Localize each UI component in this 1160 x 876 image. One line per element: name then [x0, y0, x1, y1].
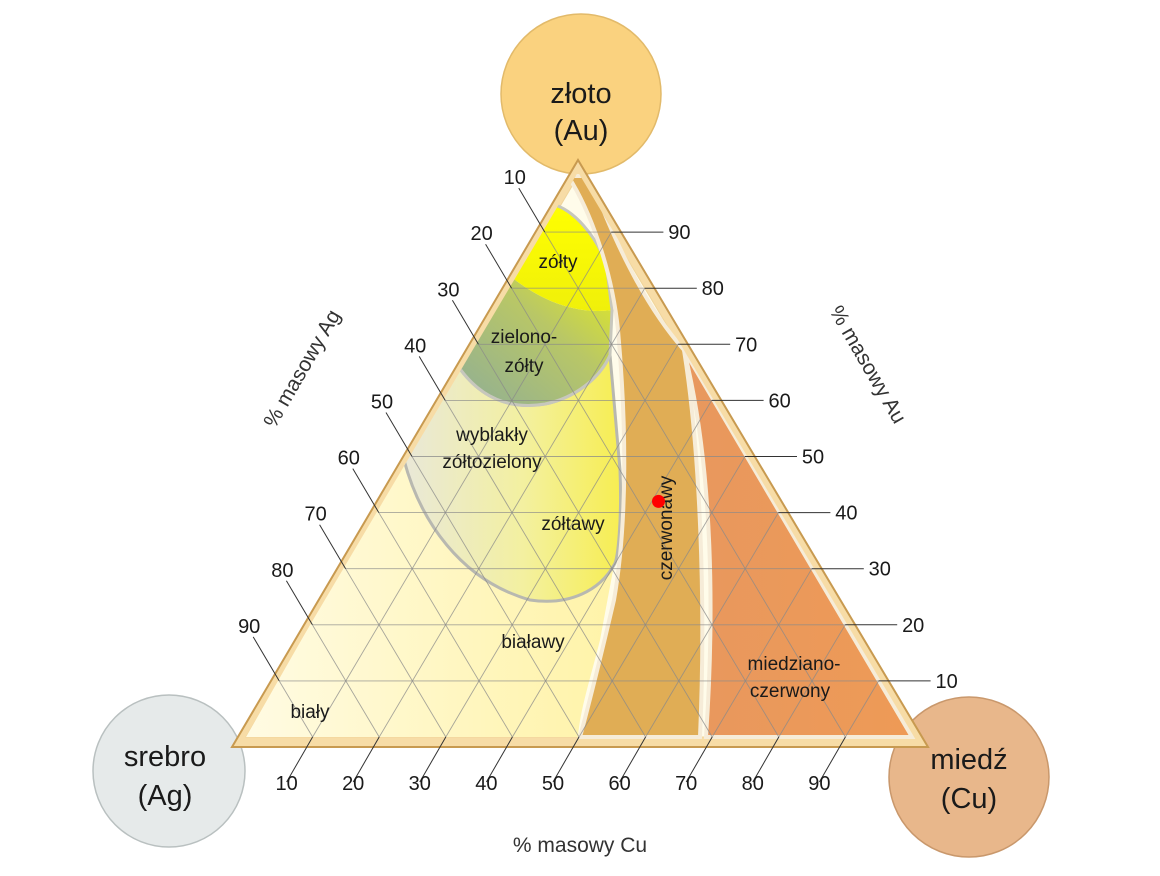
label-yellow: zółty: [538, 252, 578, 273]
tick-label-cu: 50: [542, 773, 564, 795]
label-greenyellow-1: zielono-: [491, 327, 558, 348]
tick-line-ag: [518, 187, 546, 233]
tick-label-ag: 20: [470, 223, 492, 245]
tick-label-cu: 10: [275, 773, 297, 795]
tick-line-cu: [552, 736, 580, 783]
tick-line-ag: [418, 356, 446, 401]
label-whitish: białawy: [501, 632, 565, 653]
tick-line-ag: [352, 468, 380, 513]
grid-line-cu: [711, 568, 813, 738]
grid-line-ag: [345, 568, 447, 738]
tick-label-cu: 30: [409, 773, 431, 795]
tick-label-cu: 40: [475, 773, 497, 795]
grid-line-ag: [278, 680, 313, 738]
tick-line-ag: [319, 524, 347, 569]
copper-name: miedź: [930, 744, 1007, 776]
tick-line-cu: [286, 736, 314, 783]
axis-title-cu: % masowy Cu: [513, 834, 647, 857]
grid-line-cu: [645, 512, 779, 738]
grid-line-cu: [445, 344, 679, 738]
tick-label-au: 80: [702, 278, 724, 300]
grid-line-cu: [845, 680, 879, 738]
tick-label-au: 30: [869, 559, 891, 581]
tick-line-ag: [485, 243, 513, 289]
corner-silver: [92, 694, 246, 848]
tick-line-cu: [752, 736, 780, 783]
gold-symbol: (Au): [554, 115, 609, 147]
tick-label-ag: 70: [304, 504, 326, 526]
tick-line-ag: [252, 636, 280, 682]
tick-line-cu: [419, 736, 447, 783]
tick-label-ag: 10: [504, 167, 526, 189]
label-copper-red-2: czerwony: [750, 681, 831, 702]
tick-label-cu: 70: [675, 773, 697, 795]
tick-label-ag: 30: [437, 279, 459, 301]
tick-label-au: 50: [802, 447, 824, 469]
axis-title-ag: % masowy Ag: [259, 306, 345, 432]
label-white: biały: [290, 702, 330, 723]
tick-line-cu: [352, 736, 380, 783]
tick-line-ag: [385, 412, 413, 457]
axis-title-au: % masowy Au: [825, 302, 911, 428]
label-copper-red-1: miedziano-: [748, 654, 841, 675]
tick-line-cu: [485, 736, 513, 783]
tick-marks: 10 20 30 40 50 60 70 80 90 90 80 70 60 50 40 30 20 10 10 20…: [238, 167, 958, 795]
silver-symbol: (Ag): [138, 780, 193, 812]
grid-line-ag: [378, 512, 513, 738]
tick-line-ag: [285, 580, 313, 626]
tick-label-au: 40: [835, 503, 857, 525]
tick-label-au: 10: [935, 671, 957, 693]
tick-label-ag: 50: [371, 392, 393, 414]
tick-label-au: 60: [768, 390, 790, 412]
silver-name: srebro: [124, 741, 206, 773]
tick-label-ag: 80: [271, 560, 293, 582]
tick-label-cu: 80: [742, 773, 764, 795]
tick-line-cu: [818, 736, 846, 783]
label-pale-1: wyblakły: [455, 425, 528, 446]
grid-line-cu: [578, 456, 746, 738]
grid-line-ag: [411, 456, 580, 738]
tick-label-ag: 40: [404, 335, 426, 357]
label-greenyellow-2: zółty: [504, 356, 544, 377]
tick-label-ag: 90: [238, 616, 260, 638]
grid-line-cu: [312, 231, 612, 738]
tick-label-au: 90: [668, 222, 690, 244]
label-reddish: czerwonawy: [656, 475, 677, 580]
grid-line-cu: [778, 624, 846, 738]
tick-label-au: 70: [735, 334, 757, 356]
grid-line-ag: [478, 344, 713, 738]
gold-name: złoto: [550, 78, 611, 110]
tick-line-cu: [685, 736, 713, 783]
tick-label-cu: 90: [808, 773, 830, 795]
grid-line-ag: [312, 624, 380, 738]
copper-symbol: (Cu): [941, 783, 997, 815]
tick-line-cu: [619, 736, 647, 783]
tick-label-cu: 20: [342, 773, 364, 795]
corner-copper: [888, 696, 1050, 858]
tick-line-ag: [451, 300, 479, 345]
composition-marker: [652, 494, 665, 508]
tick-label-ag: 60: [338, 448, 360, 470]
grid-lines: [278, 231, 879, 738]
region-copper-red: [682, 348, 916, 739]
label-yellowish: zółtawy: [541, 514, 605, 535]
grid-line-ag: [544, 231, 846, 738]
label-pale-2: zółtozielony: [442, 452, 542, 473]
tick-label-au: 20: [902, 615, 924, 637]
tick-label-cu: 60: [608, 773, 630, 795]
